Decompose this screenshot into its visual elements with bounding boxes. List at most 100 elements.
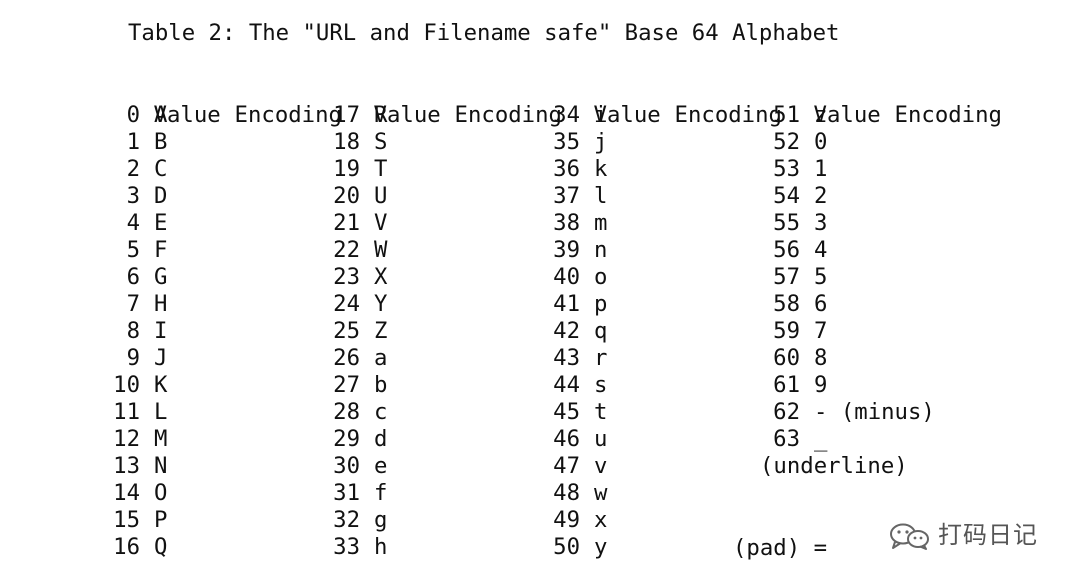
header-encoding: Encoding: [674, 102, 782, 128]
encoding-cell: u: [594, 426, 608, 452]
table-cell-group: 19 T: [293, 156, 513, 183]
value-cell: 3: [126, 183, 140, 209]
header-encoding: Encoding: [894, 102, 1002, 128]
encoding-cell: Y: [374, 291, 388, 317]
table-row: 12 M 29 d 46 u 63 _: [73, 426, 1034, 453]
value-cell: 45: [553, 399, 580, 425]
table-cell-group: 10 K: [73, 372, 293, 399]
encoding-cell: k: [594, 156, 608, 182]
value-cell: 11: [113, 399, 140, 425]
value-cell: 17: [333, 102, 360, 128]
table-row: 5 F 22 W 39 n 56 4: [73, 237, 1034, 264]
table-header-row: Value Encoding Value Encoding Value Encoding V…: [73, 75, 1034, 128]
value-cell: 47: [553, 453, 580, 479]
value-cell: 25: [333, 318, 360, 344]
value-cell: 4: [126, 210, 140, 236]
table-cell-group: 52 0: [733, 129, 953, 156]
table-cell-group: 32 g: [293, 507, 513, 534]
encoding-cell: x: [594, 507, 608, 533]
encoding-cell: 7: [814, 318, 828, 344]
table-row: 9 J 26 a 43 r 60 8: [73, 345, 1034, 372]
value-cell: 19: [333, 156, 360, 182]
encoding-cell: g: [374, 507, 388, 533]
value-cell: 5: [126, 237, 140, 263]
table-cell-group: 39 n: [513, 237, 733, 264]
table-cell-group: 37 l: [513, 183, 733, 210]
value-cell: 0: [126, 102, 140, 128]
encoding-cell: v: [594, 453, 608, 479]
value-cell: 16: [113, 534, 140, 560]
table-cell-group: 48 w: [513, 480, 733, 507]
encoding-cell: 5: [814, 264, 828, 290]
value-cell: 63: [773, 426, 800, 452]
encoding-cell: l: [594, 183, 608, 209]
table-cell-group: 13 N: [73, 453, 293, 480]
table-cell-group: 18 S: [293, 129, 513, 156]
table-row: 16 Q 33 h 50 y: [73, 534, 1034, 561]
table-row: 10 K 27 b 44 s 61 9: [73, 372, 1034, 399]
encoding-cell: a: [374, 345, 388, 371]
table-row: 0 A 17 R 34 i 51 z: [73, 102, 1034, 129]
value-cell: 56: [773, 237, 800, 263]
encoding-cell: Z: [374, 318, 388, 344]
value-cell: 18: [333, 129, 360, 155]
encoding-cell: p: [594, 291, 608, 317]
header-group-2: Value Encoding: [374, 102, 594, 129]
value-cell: 37: [553, 183, 580, 209]
encoding-cell: _: [814, 426, 828, 452]
value-cell: 41: [553, 291, 580, 317]
value-cell: 28: [333, 399, 360, 425]
table-cell-group: 30 e: [293, 453, 513, 480]
table-cell-group: 23 X: [293, 264, 513, 291]
table-cell-group: 27 b: [293, 372, 513, 399]
header-group-3: Value Encoding: [594, 102, 814, 129]
encoding-cell: m: [594, 210, 608, 236]
encoding-cell: o: [594, 264, 608, 290]
table-cell-group: 61 9: [733, 372, 953, 399]
underline-note: (underline): [760, 453, 908, 479]
base64-alphabet-table: Value Encoding Value Encoding Value Encoding V…: [73, 75, 1034, 561]
encoding-cell: 1: [814, 156, 828, 182]
encoding-cell: 2: [814, 183, 828, 209]
value-cell: 42: [553, 318, 580, 344]
value-cell: 35: [553, 129, 580, 155]
encoding-cell: S: [374, 129, 388, 155]
table-cell-group: 43 r: [513, 345, 733, 372]
table-cell-group: 51 z: [733, 102, 953, 129]
value-cell: 43: [553, 345, 580, 371]
value-cell: 55: [773, 210, 800, 236]
value-cell: 49: [553, 507, 580, 533]
encoding-cell: V: [374, 210, 388, 236]
value-cell: 24: [333, 291, 360, 317]
table-row: 11 L 28 c 45 t 62 - (minus): [73, 399, 1034, 426]
table-cell-group: 45 t: [513, 399, 733, 426]
value-cell: 8: [126, 318, 140, 344]
value-cell: 1: [126, 129, 140, 155]
value-cell: 23: [333, 264, 360, 290]
table-cell-group: 16 Q: [73, 534, 293, 561]
encoding-cell: T: [374, 156, 388, 182]
encoding-cell: C: [154, 156, 168, 182]
encoding-cell: G: [154, 264, 168, 290]
table-row: 1 B 18 S 35 j 52 0: [73, 129, 1034, 156]
table-title: Table 2: The "URL and Filename safe" Bas…: [128, 20, 840, 46]
value-cell: 62: [773, 399, 800, 425]
encoding-cell: X: [374, 264, 388, 290]
table-row: 3 D 20 U 37 l 54 2: [73, 183, 1034, 210]
table-cell-group: 22 W: [293, 237, 513, 264]
encoding-cell: R: [374, 102, 388, 128]
table-cell-group: 60 8: [733, 345, 953, 372]
header-group-1: Value Encoding: [154, 102, 374, 129]
encoding-cell: 0: [814, 129, 828, 155]
value-cell: 27: [333, 372, 360, 398]
encoding-cell: e: [374, 453, 388, 479]
table-cell-group: 12 M: [73, 426, 293, 453]
encoding-cell: Q: [154, 534, 168, 560]
table-cell-group: 36 k: [513, 156, 733, 183]
table-cell-group: 46 u: [513, 426, 733, 453]
table-cell-group: 28 c: [293, 399, 513, 426]
encoding-cell: h: [374, 534, 388, 560]
pad-symbol: =: [813, 535, 827, 561]
